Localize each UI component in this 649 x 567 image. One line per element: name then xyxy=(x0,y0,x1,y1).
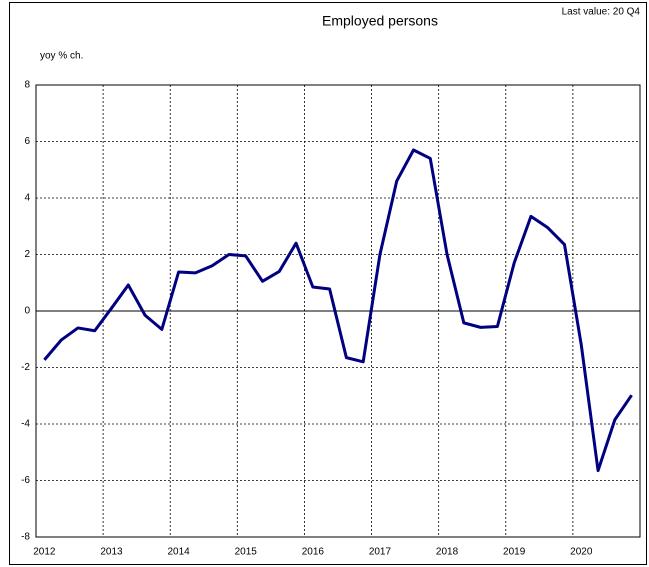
y-tick-label: -8 xyxy=(21,532,30,543)
x-tick-label: 2017 xyxy=(369,547,392,558)
chart-border xyxy=(9,2,647,565)
y-axis-label: yoy % ch. xyxy=(40,51,83,62)
y-tick-label: -4 xyxy=(21,419,30,430)
y-tick-label: 2 xyxy=(24,249,30,260)
y-tick-label: 6 xyxy=(24,136,30,147)
x-tick-label: 2015 xyxy=(235,547,258,558)
x-tick-label: 2016 xyxy=(302,547,325,558)
annotation: Last value: 20 Q4 xyxy=(562,7,641,18)
x-tick-label: 2018 xyxy=(436,547,459,558)
y-tick-label: 4 xyxy=(24,193,30,204)
line-series xyxy=(43,148,633,473)
y-tick-label: -6 xyxy=(21,475,30,486)
y-tick-label: -2 xyxy=(21,362,30,373)
x-tick-label: 2014 xyxy=(167,547,190,558)
y-tick-label: 8 xyxy=(24,80,30,91)
x-tick-label: 2012 xyxy=(33,547,56,558)
y-tick-label: 0 xyxy=(24,306,30,317)
chart-title: Employed persons xyxy=(322,13,438,29)
x-tick-label: 2020 xyxy=(570,547,593,558)
x-tick-label: 2013 xyxy=(100,547,123,558)
x-tick-label: 2019 xyxy=(503,547,526,558)
